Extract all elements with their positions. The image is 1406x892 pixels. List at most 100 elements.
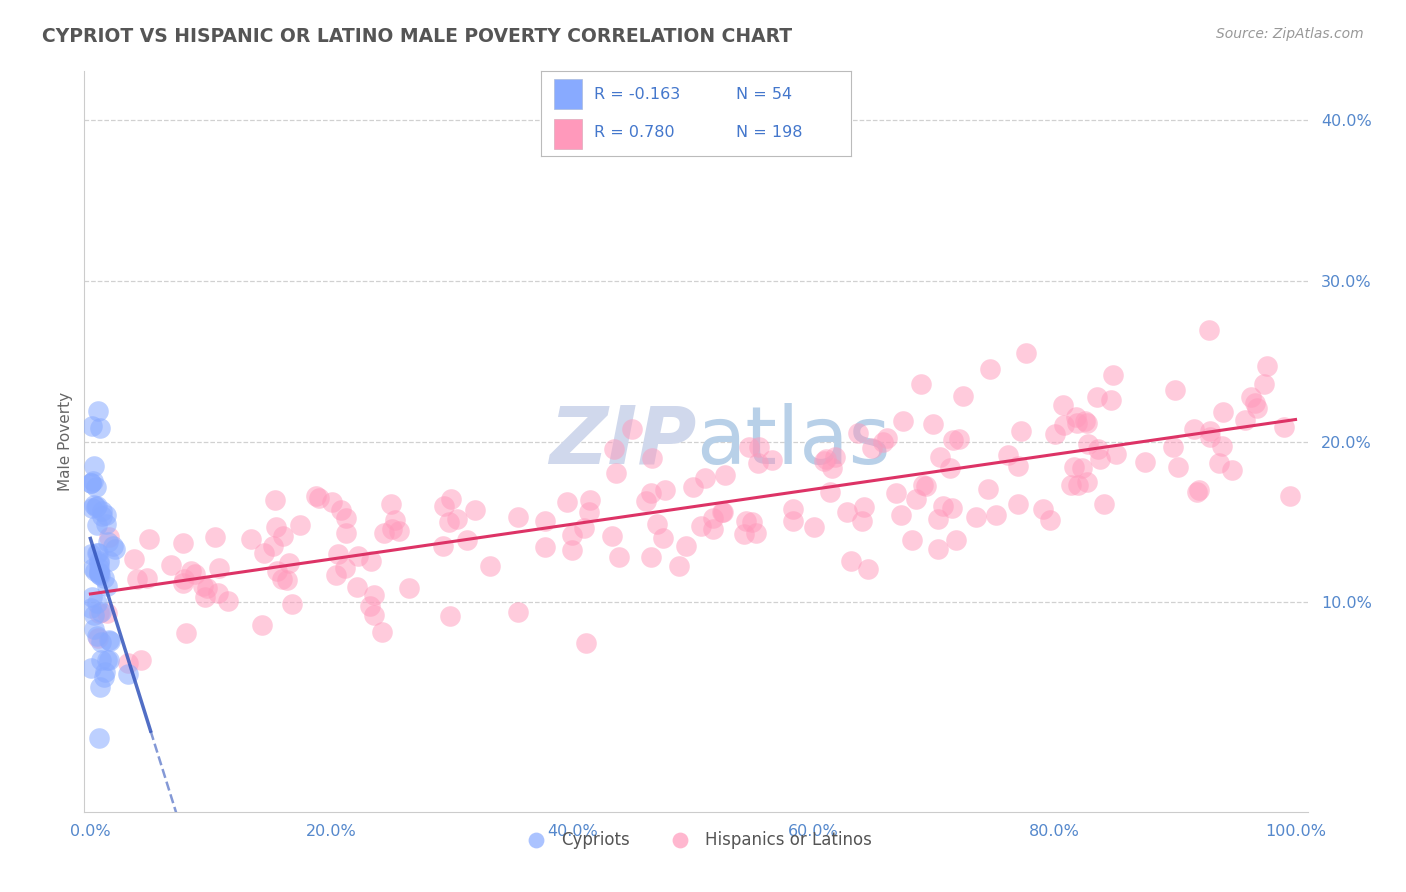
Point [711, 505, 734, 519]
Point [98, 632, 121, 647]
Point [852, 500, 875, 515]
Point [266, 564, 288, 578]
Point [124, 552, 146, 566]
Point [98, 634, 121, 648]
Point [388, 524, 411, 538]
Point [262, 539, 284, 553]
Text: Source: ZipAtlas.com: Source: ZipAtlas.com [1216, 27, 1364, 41]
Point [360, 554, 382, 568]
Point [98, 652, 121, 666]
Point [208, 561, 231, 575]
Point [125, 572, 148, 586]
Point [264, 519, 287, 533]
Point [83, 498, 105, 512]
Legend: Cypriots, Hispanics or Latinos: Cypriots, Hispanics or Latinos [513, 824, 879, 855]
Point [1185, 484, 1208, 499]
Point [1067, 478, 1090, 492]
Point [641, 451, 664, 466]
Point [432, 539, 454, 553]
Point [600, 529, 623, 543]
Point [193, 579, 215, 593]
Point [96, 607, 118, 621]
Point [932, 500, 955, 514]
Point [446, 512, 468, 526]
Point [1199, 429, 1222, 443]
Point [330, 503, 353, 517]
Point [464, 503, 486, 517]
Point [846, 425, 869, 440]
Point [335, 525, 357, 540]
Point [634, 494, 657, 508]
Point [818, 485, 841, 500]
Point [690, 518, 713, 533]
Point [437, 516, 460, 530]
Point [398, 581, 420, 595]
Point [288, 518, 311, 533]
Point [561, 528, 583, 542]
FancyBboxPatch shape [554, 119, 582, 149]
Point [738, 440, 761, 454]
Point [1220, 463, 1243, 477]
Point [912, 477, 935, 491]
Point [252, 618, 274, 632]
Point [745, 526, 768, 541]
Point [851, 514, 873, 528]
Point [80, 591, 103, 605]
Point [80, 475, 103, 490]
Point [884, 485, 907, 500]
Point [204, 530, 226, 544]
Point [253, 546, 276, 560]
Point [84, 480, 107, 494]
Point [89, 557, 111, 571]
Point [820, 461, 842, 475]
Point [159, 558, 181, 572]
Point [359, 599, 381, 613]
Point [929, 450, 952, 465]
Point [1240, 390, 1263, 404]
Point [620, 422, 643, 436]
Point [910, 377, 932, 392]
Point [86, 546, 108, 560]
Point [761, 452, 783, 467]
Point [1087, 442, 1109, 456]
Point [965, 510, 987, 524]
Point [927, 541, 949, 556]
Point [195, 581, 218, 595]
Point [941, 500, 963, 515]
Point [1085, 390, 1108, 404]
Point [1066, 417, 1088, 431]
Point [977, 482, 1000, 496]
FancyBboxPatch shape [554, 79, 582, 110]
Point [945, 533, 967, 547]
Point [98, 530, 121, 544]
Y-axis label: Male Poverty: Male Poverty [58, 392, 73, 491]
Text: R = 0.780: R = 0.780 [593, 125, 675, 140]
Point [782, 501, 804, 516]
Point [83, 608, 105, 623]
Point [1088, 452, 1111, 467]
Point [281, 597, 304, 611]
Point [384, 513, 406, 527]
Point [101, 539, 124, 553]
Point [675, 539, 697, 553]
Point [86, 500, 108, 515]
Point [91, 509, 114, 524]
Point [555, 495, 578, 509]
Point [276, 574, 298, 588]
Point [654, 483, 676, 498]
Point [82, 475, 104, 489]
Point [747, 456, 769, 470]
Point [561, 543, 583, 558]
Point [305, 489, 328, 503]
Point [702, 522, 724, 536]
Point [901, 533, 924, 548]
Point [90, 635, 112, 649]
Point [835, 505, 858, 519]
Point [439, 609, 461, 624]
Point [439, 491, 461, 506]
Point [1272, 419, 1295, 434]
Point [86, 404, 108, 418]
Point [129, 653, 152, 667]
Point [89, 568, 111, 582]
Point [86, 499, 108, 513]
